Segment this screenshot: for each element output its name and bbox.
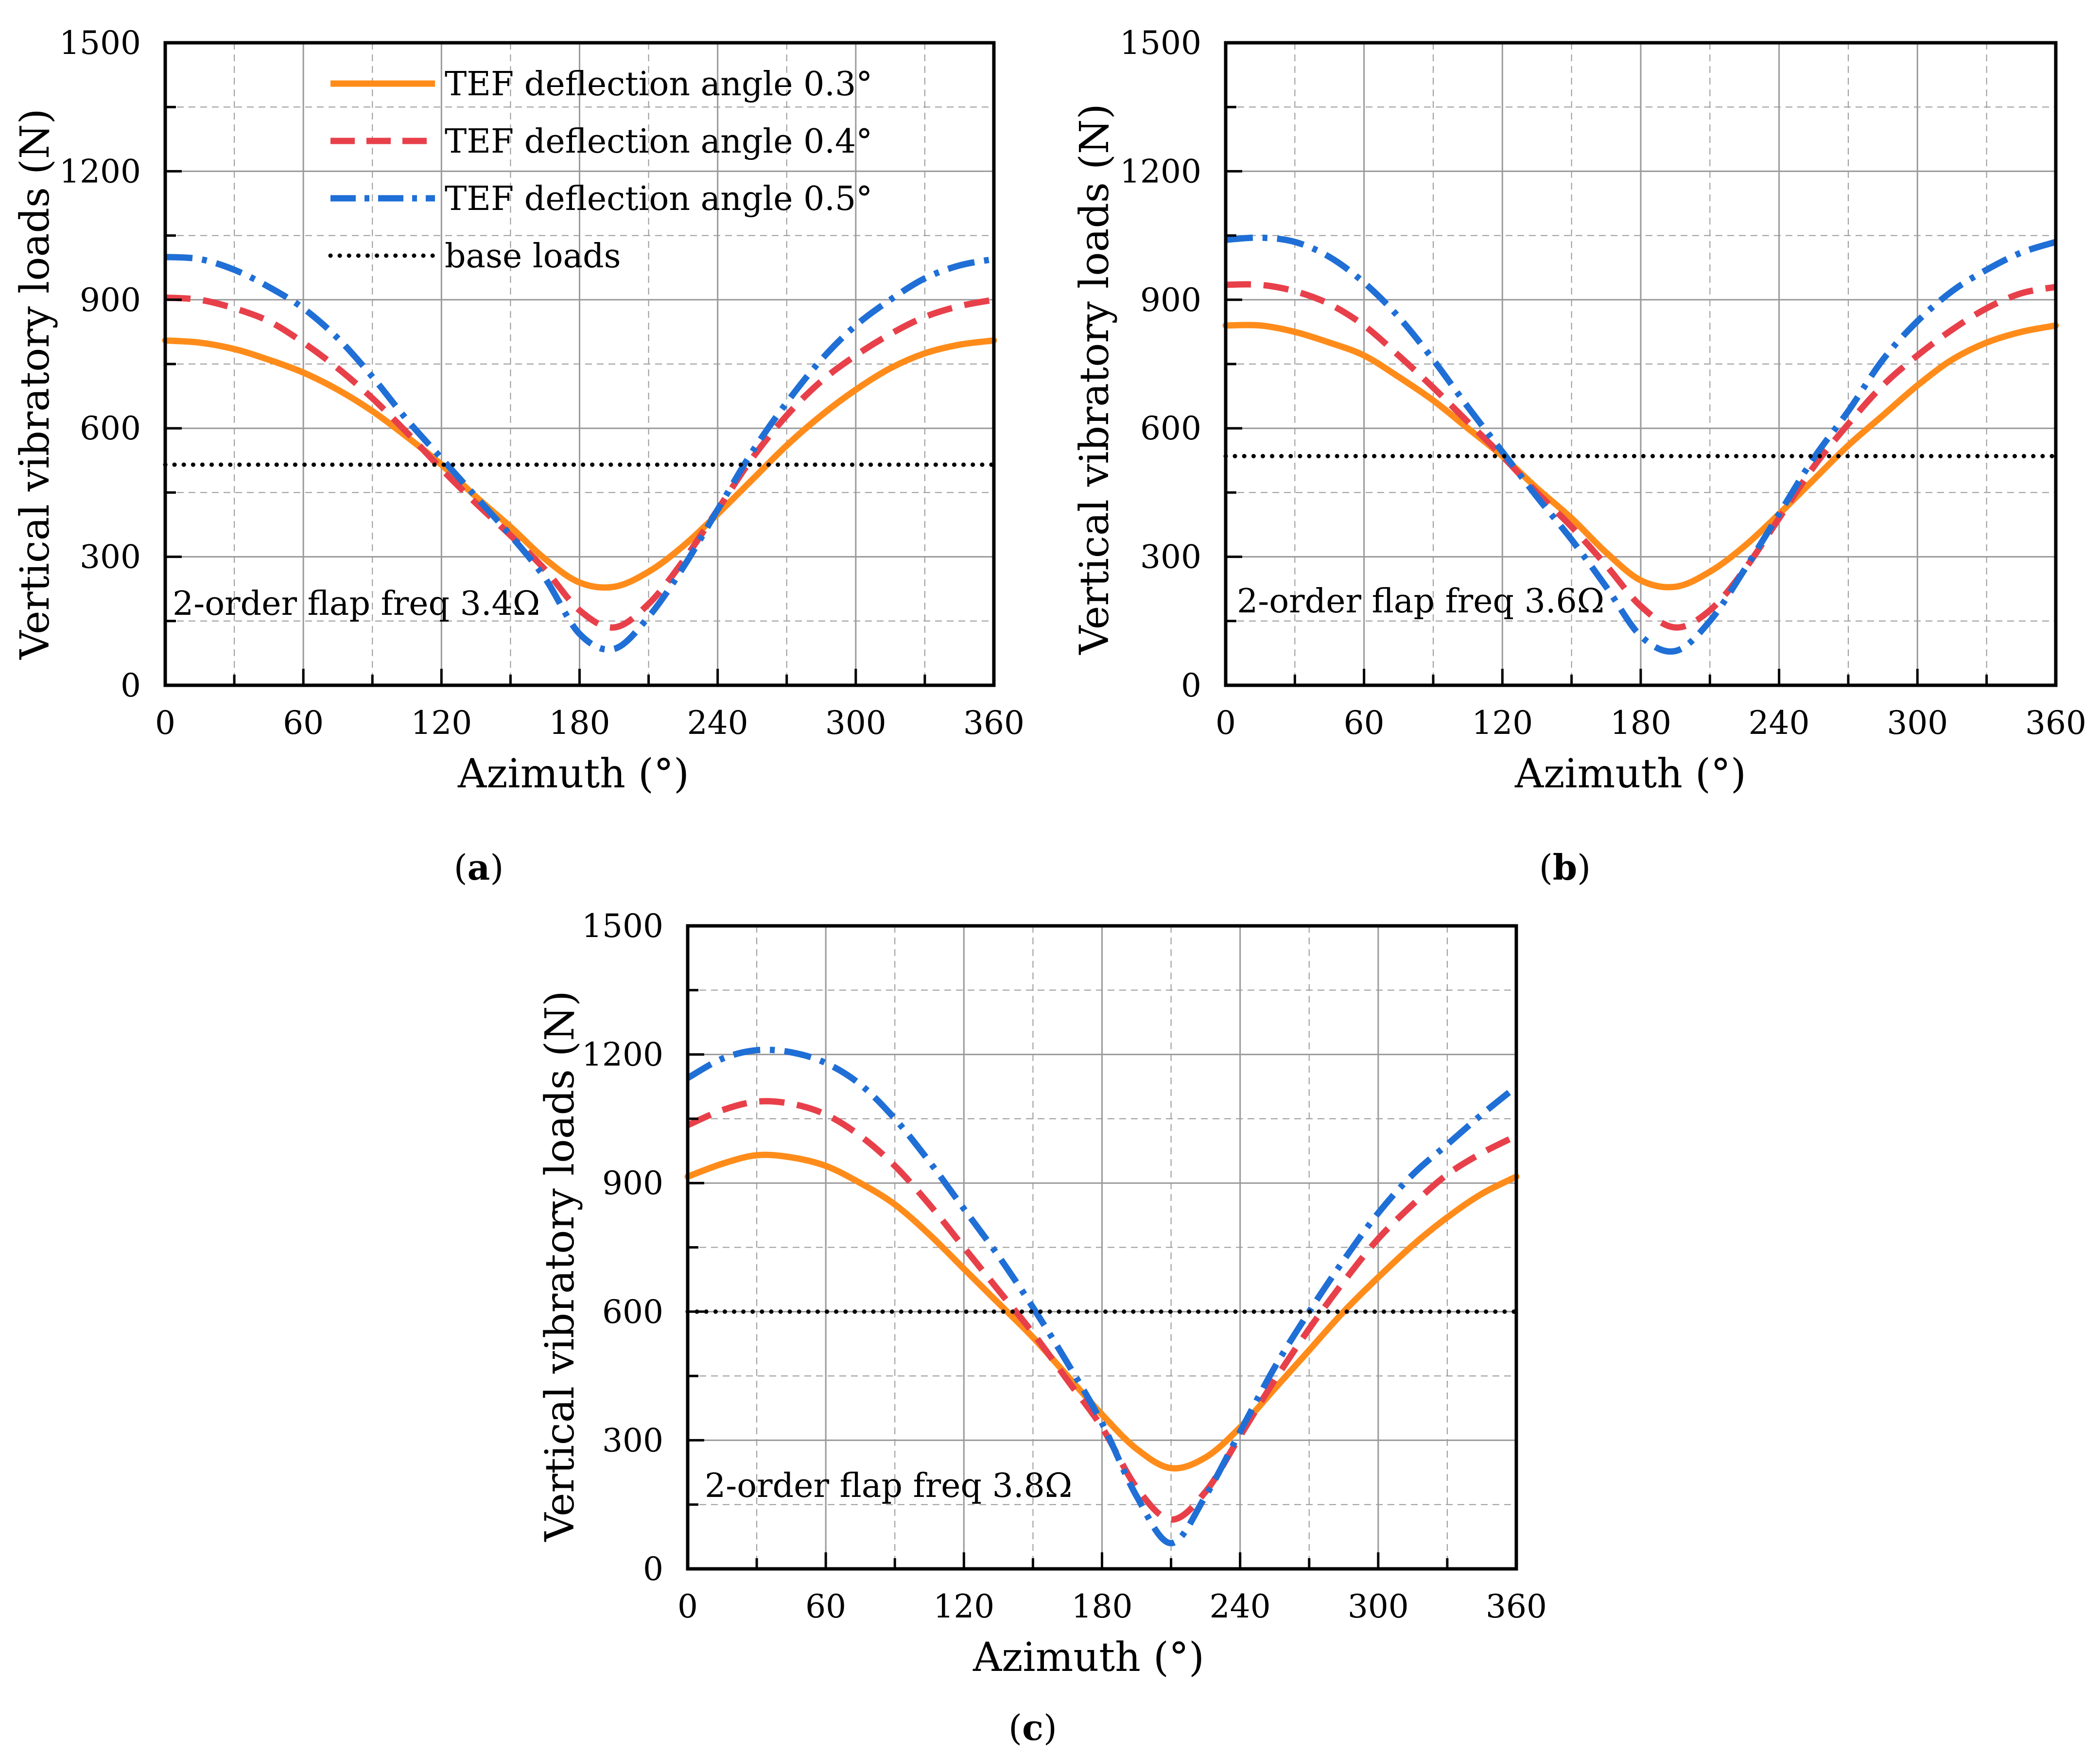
x-tick-label-c: 240 xyxy=(1210,1588,1271,1625)
y-axis-label-c: Vertical vibratory loads (N) xyxy=(537,990,583,1542)
y-tick-label-b: 900 xyxy=(1140,281,1201,319)
x-tick-label-a: 360 xyxy=(963,704,1024,742)
series-line-tef-04-b xyxy=(1225,281,2057,631)
legend-label-tef-04: TEF deflection angle 0.4° xyxy=(445,122,872,161)
y-tick-label-b: 0 xyxy=(1181,667,1201,704)
y-tick-label-c: 600 xyxy=(602,1293,663,1331)
chart-panel-a: 0 60 120 180 240 300 360 0 300 600 900 1200 1500 2-o… xyxy=(12,24,1024,888)
series-line-tef-05-b xyxy=(1225,234,2057,655)
y-tick-label-a: 1500 xyxy=(59,24,141,62)
curves-c xyxy=(684,1046,1520,1546)
series-line-tef-03-a xyxy=(162,337,997,591)
x-tick-label-b: 300 xyxy=(1887,704,1948,742)
x-axis-label-a: Azimuth (°) xyxy=(457,751,689,797)
x-axis-label-b: Azimuth (°) xyxy=(1514,751,1746,797)
series-line-tef-05-a xyxy=(165,254,995,653)
x-tick-label-c: 300 xyxy=(1348,1588,1409,1625)
y-tick-label-c: 1500 xyxy=(582,907,663,945)
y-tick-label-c: 1200 xyxy=(582,1036,663,1074)
x-tick-label-a: 0 xyxy=(155,704,175,742)
legend-label-tef-03: TEF deflection angle 0.3° xyxy=(445,65,872,104)
y-tick-label-a: 1200 xyxy=(59,153,141,190)
x-tick-label-b: 180 xyxy=(1610,704,1671,742)
x-axis-label-c: Azimuth (°) xyxy=(972,1634,1204,1681)
y-tick-label-b: 1500 xyxy=(1120,24,1201,62)
y-tick-label-c: 0 xyxy=(643,1550,663,1588)
x-tick-label-b: 0 xyxy=(1215,704,1236,742)
chart-panel-c: 0 60 120 180 240 300 360 0 300 600 900 1200 1500 2-o… xyxy=(537,907,1547,1748)
series-line-tef-03-c xyxy=(684,1151,1520,1472)
y-tick-label-a: 300 xyxy=(80,539,141,576)
legend-a: TEF deflection angle 0.3° TEF deflection… xyxy=(328,65,872,276)
y-tick-label-b: 1200 xyxy=(1120,153,1201,190)
svg-text:(c): (c) xyxy=(1008,1707,1057,1748)
legend-label-base: base loads xyxy=(445,237,621,276)
ticks-c: 0 60 120 180 240 300 360 0 300 600 900 1200 1500 xyxy=(582,907,1547,1625)
ticks-a: 0 60 120 180 240 300 360 0 300 600 900 1200 1500 xyxy=(59,24,1024,742)
svg-text:(a): (a) xyxy=(454,847,504,888)
y-tick-label-a: 600 xyxy=(80,410,141,447)
caption-letter-a: a xyxy=(468,847,490,888)
curves-a xyxy=(162,254,997,653)
y-tick-label-c: 900 xyxy=(602,1164,663,1202)
y-axis-label-b: Vertical vibratory loads (N) xyxy=(1072,104,1118,655)
y-tick-label-a: 900 xyxy=(80,281,141,319)
annotation-b: 2-order flap freq 3.6Ω xyxy=(1237,582,1604,621)
x-tick-label-b: 240 xyxy=(1749,704,1810,742)
y-tick-label-b: 600 xyxy=(1140,410,1201,447)
x-tick-label-b: 60 xyxy=(1344,704,1385,742)
x-tick-label-a: 300 xyxy=(825,704,886,742)
curves-b xyxy=(1222,234,2059,655)
series-line-tef-03-b xyxy=(1222,322,2059,591)
x-tick-label-c: 0 xyxy=(677,1588,698,1625)
x-tick-label-a: 120 xyxy=(411,704,472,742)
x-tick-label-c: 120 xyxy=(933,1588,994,1625)
x-tick-label-b: 360 xyxy=(2025,704,2086,742)
grid-b xyxy=(1226,43,2056,685)
caption-b: (b) xyxy=(1539,847,1591,888)
svg-text:(b): (b) xyxy=(1539,847,1591,888)
x-tick-label-c: 180 xyxy=(1072,1588,1133,1625)
annotation-a: 2-order flap freq 3.4Ω xyxy=(173,585,540,623)
x-tick-label-c: 360 xyxy=(1486,1588,1547,1625)
chart-panel-b: 0 60 120 180 240 300 360 0 300 600 900 1200 1500 2-o… xyxy=(1072,24,2086,888)
y-tick-label-b: 300 xyxy=(1140,539,1201,576)
series-line-tef-04-a xyxy=(165,294,995,631)
x-tick-label-a: 240 xyxy=(687,704,748,742)
y-axis-label-a: Vertical vibratory loads (N) xyxy=(12,108,58,660)
caption-letter-b: b xyxy=(1553,847,1577,888)
caption-c: (c) xyxy=(1008,1707,1057,1748)
caption-a: (a) xyxy=(454,847,504,888)
caption-letter-c: c xyxy=(1022,1707,1043,1748)
y-tick-label-c: 300 xyxy=(602,1422,663,1459)
x-tick-label-a: 60 xyxy=(283,704,324,742)
series-line-tef-05-c xyxy=(686,1046,1519,1546)
x-tick-label-a: 180 xyxy=(549,704,610,742)
legend-label-tef-05: TEF deflection angle 0.5° xyxy=(445,180,872,218)
ticks-b: 0 60 120 180 240 300 360 0 300 600 900 1200 1500 xyxy=(1120,24,2086,742)
grid-c xyxy=(688,926,1516,1569)
y-tick-label-a: 0 xyxy=(121,667,141,704)
x-tick-label-c: 60 xyxy=(805,1588,846,1625)
grid-a xyxy=(165,43,994,685)
x-tick-label-b: 120 xyxy=(1472,704,1533,742)
annotation-c: 2-order flap freq 3.8Ω xyxy=(705,1467,1072,1505)
